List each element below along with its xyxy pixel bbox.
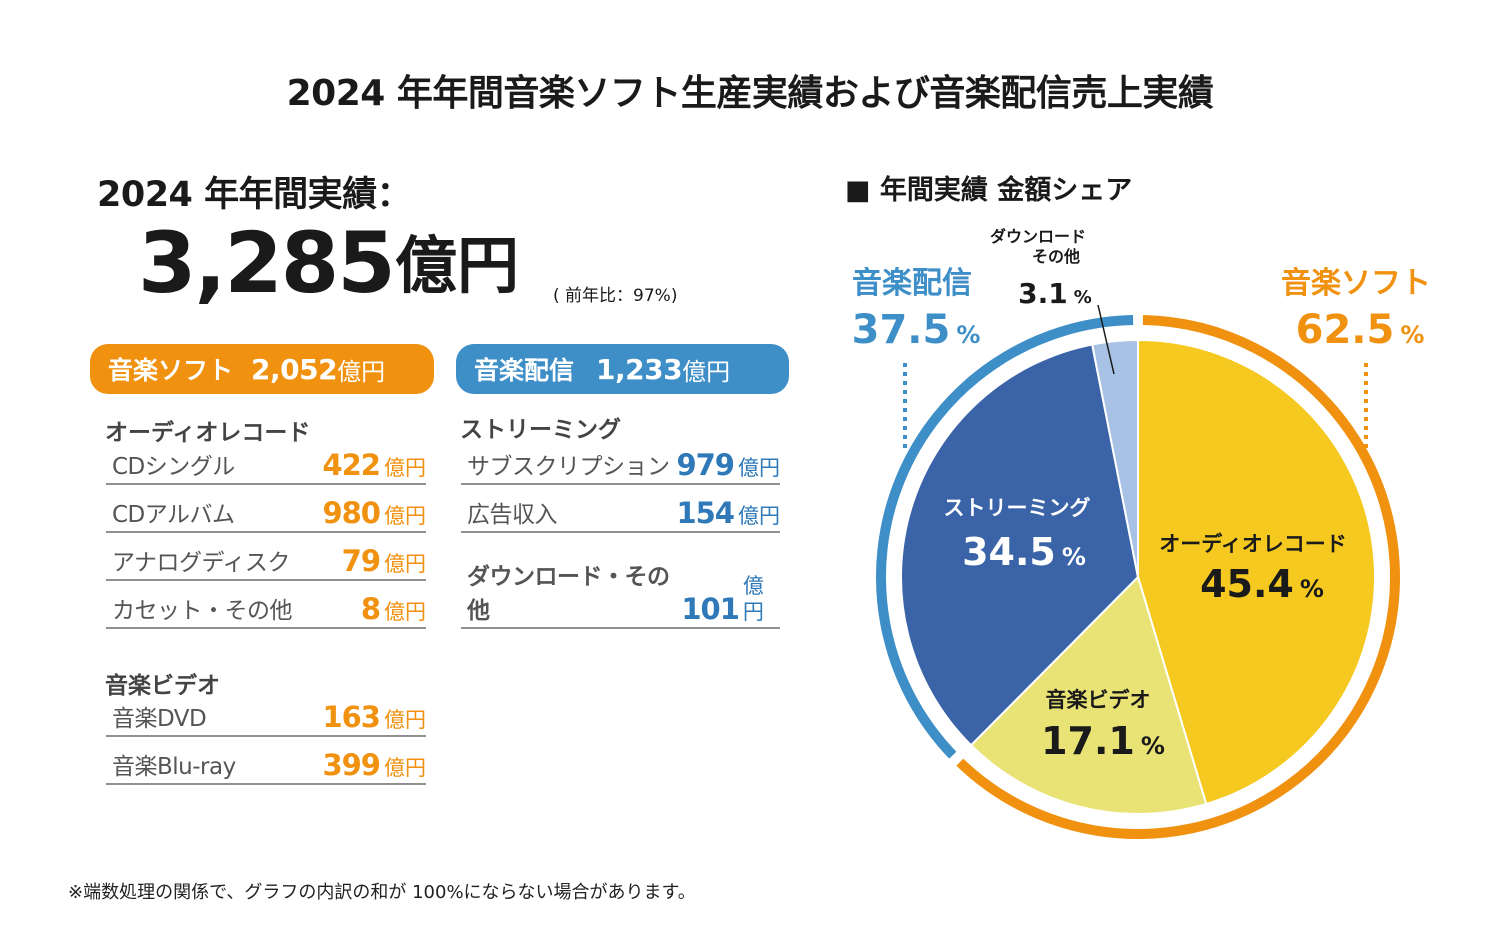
item-value: 101 — [681, 592, 740, 626]
item-value: 980 — [322, 496, 381, 530]
slice-value-audio-record: 45.4% — [1200, 562, 1324, 606]
outer-group-ring — [956, 315, 1400, 839]
year-label: 2024 年年間実績： — [97, 175, 412, 215]
category-music-video: 音楽ビデオ — [105, 673, 220, 699]
slice-label-audio-record: オーディオレコード — [1159, 532, 1347, 556]
item-unit: 億円 — [738, 504, 780, 528]
item-unit: 億円 — [384, 552, 426, 576]
item-unit: 億円 — [742, 574, 764, 624]
item-name: 音楽Blu-ray — [112, 754, 236, 780]
table-row: CDシングル 422 億円 — [106, 447, 426, 485]
category-streaming: ストリーミング — [460, 417, 621, 443]
item-unit: 億円 — [384, 504, 426, 528]
outer-group-ring — [876, 315, 1134, 759]
item-unit: 億円 — [384, 600, 426, 624]
total-unit: 億円 — [395, 229, 520, 302]
music-distribution-total-badge: 音楽配信 1,233 億円 — [456, 344, 789, 394]
music-soft-unit: 億円 — [337, 357, 386, 386]
item-name: ダウンロード・その他 — [467, 564, 670, 624]
item-unit: 億円 — [738, 456, 780, 480]
pie-slice — [900, 343, 1140, 747]
music-soft-share-label: 音楽ソフト — [1281, 266, 1431, 301]
table-row: サブスクリプション 979 億円 — [461, 447, 780, 485]
table-row: アナログディスク 79 億円 — [106, 543, 426, 581]
pie-slice — [1137, 338, 1376, 806]
music-distribution-label: 音楽配信 — [474, 356, 575, 385]
music-distribution-total: 1,233 — [596, 352, 683, 386]
music-soft-total-badge: 音楽ソフト 2,052 億円 — [90, 344, 434, 394]
item-name: 音楽DVD — [112, 706, 207, 732]
pie-chart-title: ■ 年間実績 金額シェア — [845, 175, 1133, 206]
item-name: CDシングル — [112, 454, 235, 480]
item-name: CDアルバム — [112, 502, 235, 528]
download-leader-line — [1097, 304, 1115, 375]
page-title: 2024 年年間音楽ソフト生産実績および音楽配信売上実績 — [286, 73, 1214, 114]
item-name: サブスクリプション — [467, 454, 670, 480]
music-distribution-unit: 億円 — [682, 357, 731, 386]
item-value: 79 — [341, 544, 381, 578]
slice-value-streaming: 34.5% — [962, 530, 1086, 574]
slice-label-download-line1: ダウンロード — [990, 227, 1086, 246]
item-value: 8 — [360, 592, 381, 626]
table-row: CDアルバム 980 億円 — [106, 495, 426, 533]
pie-slice — [969, 575, 1208, 815]
table-row: ダウンロード・その他 101 億円 — [461, 564, 780, 629]
total-amount: 3,285 — [138, 214, 396, 312]
item-value: 422 — [322, 448, 381, 482]
item-name: 広告収入 — [467, 502, 558, 528]
music-soft-total: 2,052 — [251, 352, 338, 386]
music-distribution-share-value: 37.5% — [852, 307, 981, 353]
yoy-ratio: ( 前年比：97%) — [553, 286, 678, 306]
item-unit: 億円 — [384, 756, 426, 780]
item-name: アナログディスク — [112, 550, 290, 576]
slice-value-music-video: 17.1% — [1041, 719, 1165, 763]
item-name: カセット・その他 — [112, 598, 293, 624]
table-row: 音楽DVD 163 億円 — [106, 699, 426, 737]
item-value: 154 — [676, 496, 735, 530]
item-value: 979 — [676, 448, 735, 482]
slice-label-download-line2: その他 — [1032, 247, 1080, 266]
item-unit: 億円 — [384, 708, 426, 732]
table-row: カセット・その他 8 億円 — [106, 591, 426, 629]
pie-slice — [1090, 338, 1139, 578]
slice-value-download: 3.1% — [1018, 277, 1092, 310]
slice-label-music-video: 音楽ビデオ — [1046, 688, 1151, 712]
table-row: 広告収入 154 億円 — [461, 495, 780, 533]
table-row: 音楽Blu-ray 399 億円 — [106, 747, 426, 785]
item-unit: 億円 — [384, 456, 426, 480]
slice-label-streaming: ストリーミング — [944, 496, 1091, 520]
category-audio-record: オーディオレコード — [105, 420, 311, 446]
music-soft-label: 音楽ソフト — [108, 356, 234, 385]
music-distribution-share-label: 音楽配信 — [852, 266, 972, 301]
item-value: 163 — [322, 700, 381, 734]
item-value: 399 — [322, 748, 381, 782]
footnote: ※端数処理の関係で、グラフの内訳の和が 100%にならない場合があります。 — [68, 882, 696, 903]
music-soft-share-value: 62.5% — [1296, 307, 1425, 353]
